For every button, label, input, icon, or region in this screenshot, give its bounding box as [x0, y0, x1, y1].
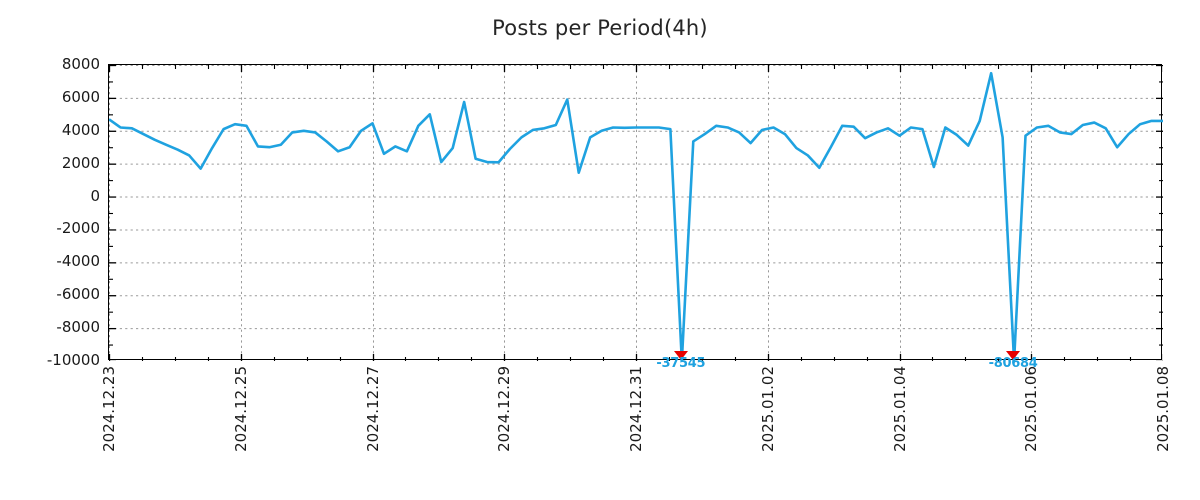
x-axis-ticks-top: [109, 65, 1163, 72]
minimum-value-annotation: -37545: [656, 356, 706, 371]
x-axis-tick-label: 2024.12.31: [627, 366, 645, 452]
x-axis-ticks: [109, 354, 1163, 361]
x-axis-tick-label: 2024.12.27: [363, 366, 382, 452]
minimum-marker-icon: [673, 351, 688, 360]
plot-svg: [109, 65, 1163, 361]
vertical-gridlines: [109, 65, 1032, 361]
minimum-value-annotation: -80684: [988, 356, 1038, 371]
data-series-line: [109, 71, 1163, 361]
y-axis-tick-labels: 8000 6000 4000 2000 0 -2000 -4000 -6000 -8000 -10…: [0, 55, 100, 369]
y-axis-tick-label: -2000: [56, 219, 100, 238]
y-axis-tick-label: 4000: [61, 120, 100, 139]
y-axis-ticks: [109, 65, 116, 361]
x-axis-tick-label: 2025.01.04: [890, 366, 909, 452]
y-axis-tick-label: 6000: [61, 87, 100, 106]
y-axis-tick-label: 8000: [61, 55, 100, 73]
minimum-marker-icon: [1006, 351, 1021, 360]
x-axis-tick-label: 2024.12.29: [495, 366, 514, 452]
x-axis-tick-label: 2024.12.25: [231, 366, 250, 452]
y-axis-tick-label: -6000: [56, 285, 100, 304]
y-axis-tick-label: -10000: [46, 351, 100, 369]
y-axis-tick-label: 2000: [61, 153, 100, 172]
x-axis-tick-label: 2025.01.08: [1154, 366, 1172, 452]
plot-area: [108, 64, 1163, 361]
x-axis-tick-label: 2024.12.23: [100, 366, 118, 452]
y-axis-tick-label: -4000: [56, 252, 100, 271]
x-axis-tick-label: 2025.01.06: [1022, 366, 1041, 452]
x-axis-tick-label: 2025.01.02: [758, 366, 777, 452]
y-axis-tick-label: -8000: [56, 318, 100, 337]
x-axis-tick-labels: 2024.12.23 2024.12.25 2024.12.27 2024.12.29…: [100, 360, 1172, 490]
page-title: Posts per Period(4h): [492, 16, 708, 40]
y-axis-tick-label: 0: [90, 186, 100, 205]
y-axis-ticks-right: [1156, 65, 1163, 361]
